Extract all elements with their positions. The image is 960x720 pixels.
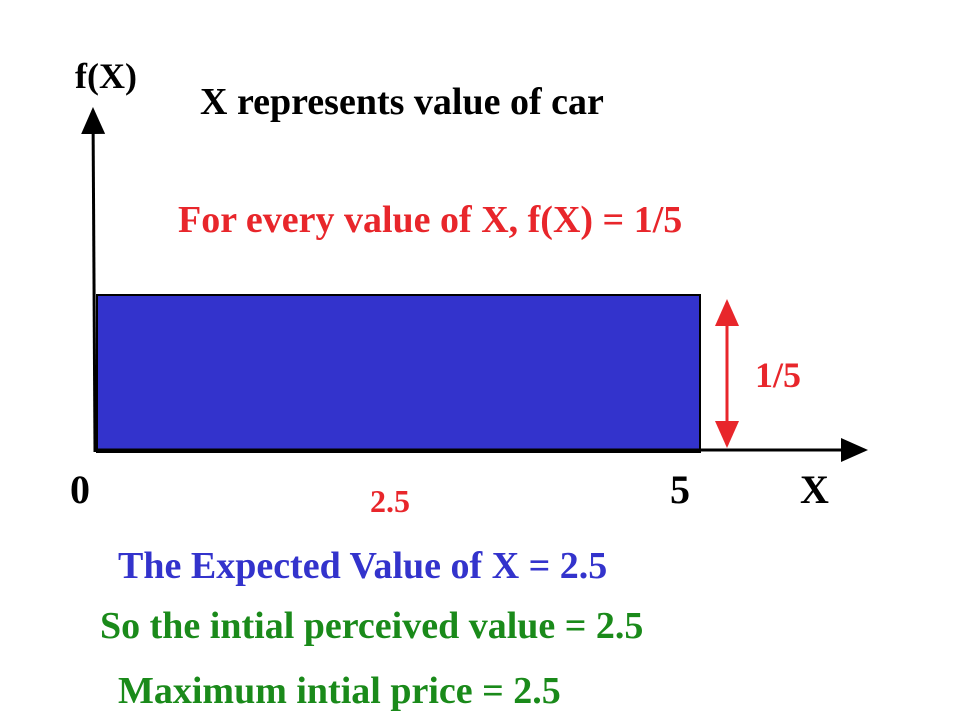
origin-label: 0: [70, 467, 90, 512]
y-axis-label: f(X): [75, 56, 137, 96]
height-label: 1/5: [755, 355, 801, 395]
title: X represents value of car: [200, 81, 604, 123]
density-note: For every value of X, f(X) = 1/5: [178, 199, 682, 241]
perceived-value: So the intial perceived value = 2.5: [100, 605, 643, 647]
mid-label: 2.5: [370, 483, 410, 519]
end-label: 5: [670, 467, 690, 512]
y-axis: [81, 107, 106, 453]
density-rect: [96, 294, 701, 453]
x-axis-label: X: [800, 467, 829, 512]
max-price: Maximum intial price = 2.5: [118, 670, 561, 712]
expected-value: The Expected Value of X = 2.5: [118, 545, 607, 587]
